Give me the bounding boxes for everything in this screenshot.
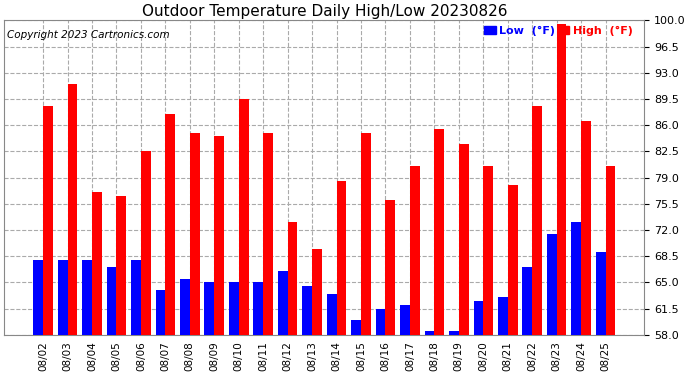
Bar <box>327 294 337 335</box>
Bar <box>375 309 386 335</box>
Legend: Low  (°F), High  (°F): Low (°F), High (°F) <box>484 26 633 36</box>
Bar <box>131 260 141 335</box>
Bar <box>522 267 532 335</box>
Bar <box>581 122 591 335</box>
Bar <box>508 185 518 335</box>
Bar <box>141 152 150 335</box>
Bar <box>117 196 126 335</box>
Bar <box>58 260 68 335</box>
Bar <box>351 320 361 335</box>
Title: Outdoor Temperature Daily High/Low 20230826: Outdoor Temperature Daily High/Low 20230… <box>141 4 507 19</box>
Bar <box>288 222 297 335</box>
Bar <box>82 260 92 335</box>
Bar <box>253 282 263 335</box>
Bar <box>229 282 239 335</box>
Bar <box>68 84 77 335</box>
Bar <box>449 331 459 335</box>
Bar <box>312 249 322 335</box>
Bar <box>606 166 615 335</box>
Bar <box>424 331 435 335</box>
Bar <box>459 144 469 335</box>
Bar <box>337 181 346 335</box>
Bar <box>386 200 395 335</box>
Bar <box>107 267 117 335</box>
Bar <box>278 271 288 335</box>
Bar <box>483 166 493 335</box>
Bar <box>263 133 273 335</box>
Bar <box>155 290 166 335</box>
Bar <box>547 234 557 335</box>
Bar <box>498 297 508 335</box>
Bar <box>400 305 410 335</box>
Bar <box>33 260 43 335</box>
Bar <box>302 286 312 335</box>
Text: Copyright 2023 Cartronics.com: Copyright 2023 Cartronics.com <box>8 30 170 40</box>
Bar <box>92 192 101 335</box>
Bar <box>595 252 606 335</box>
Bar <box>410 166 420 335</box>
Bar <box>571 222 581 335</box>
Bar <box>215 136 224 335</box>
Bar <box>43 106 53 335</box>
Bar <box>239 99 248 335</box>
Bar <box>204 282 215 335</box>
Bar <box>435 129 444 335</box>
Bar <box>180 279 190 335</box>
Bar <box>190 133 199 335</box>
Bar <box>557 24 566 335</box>
Bar <box>473 301 483 335</box>
Bar <box>361 133 371 335</box>
Bar <box>166 114 175 335</box>
Bar <box>532 106 542 335</box>
